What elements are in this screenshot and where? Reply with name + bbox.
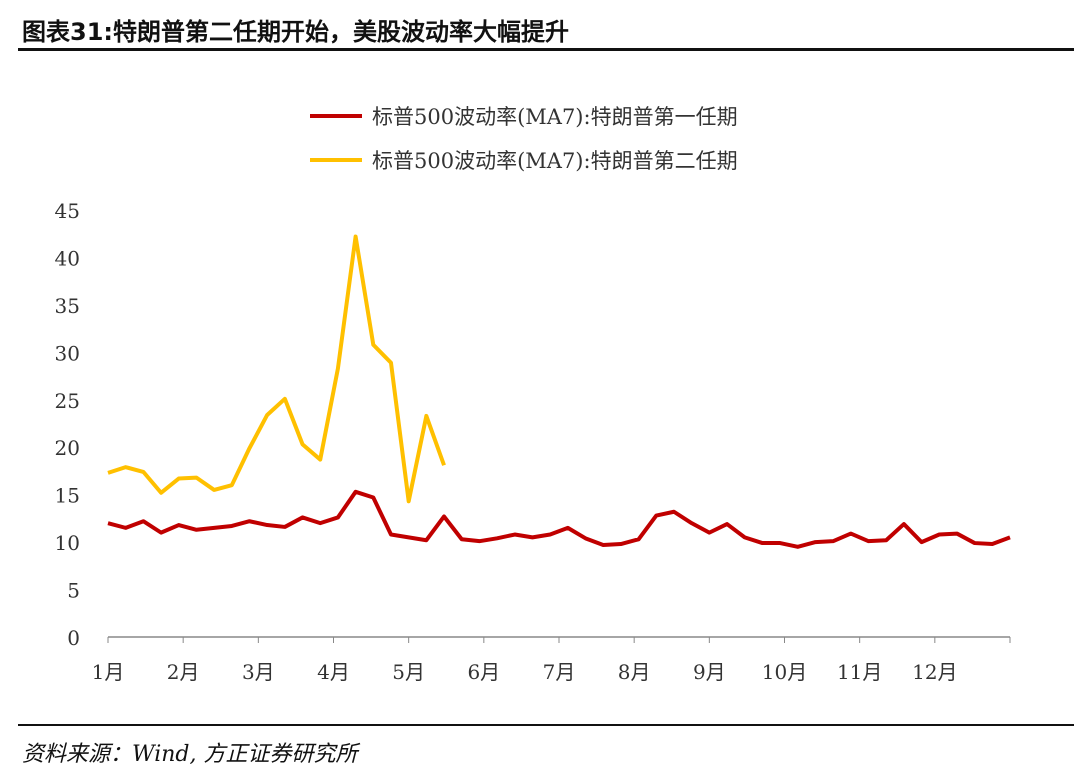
x-tick-label: 6月: [467, 660, 500, 684]
x-tick-label: 12月: [912, 660, 957, 684]
y-tick-label: 20: [55, 436, 80, 460]
y-tick-label: 40: [55, 246, 80, 270]
x-tick-label: 3月: [242, 660, 275, 684]
legend-label: 标普500波动率(MA7):特朗普第二任期: [372, 149, 738, 173]
figure-title: 图表31:特朗普第二任期开始，美股波动率大幅提升: [22, 18, 569, 46]
y-tick-label: 25: [55, 389, 80, 413]
y-tick-label: 15: [55, 484, 80, 508]
y-tick-label: 30: [55, 341, 80, 365]
source-rule: [18, 724, 1074, 726]
x-tick-label: 5月: [392, 660, 425, 684]
x-tick-label: 7月: [543, 660, 576, 684]
x-tick-label: 4月: [317, 660, 350, 684]
x-tick-label: 1月: [92, 660, 125, 684]
y-tick-label: 35: [55, 294, 80, 318]
x-tick-label: 10月: [762, 660, 807, 684]
series-line-1: [107, 489, 1011, 549]
y-tick-label: 10: [55, 531, 80, 555]
y-tick-label: 5: [67, 579, 80, 603]
x-tick-label: 2月: [167, 660, 200, 684]
y-tick-label: 0: [67, 626, 80, 650]
y-tick-label: 45: [55, 199, 80, 223]
x-tick-label: 8月: [618, 660, 651, 684]
series-line-2: [107, 234, 446, 504]
x-tick-label: 11月: [837, 660, 882, 684]
x-tick-label: 9月: [693, 660, 726, 684]
title-rule: [18, 48, 1074, 51]
source-note: 资料来源：Wind, 方正证券研究所: [22, 742, 358, 767]
legend-label: 标普500波动率(MA7):特朗普第一任期: [372, 105, 738, 129]
